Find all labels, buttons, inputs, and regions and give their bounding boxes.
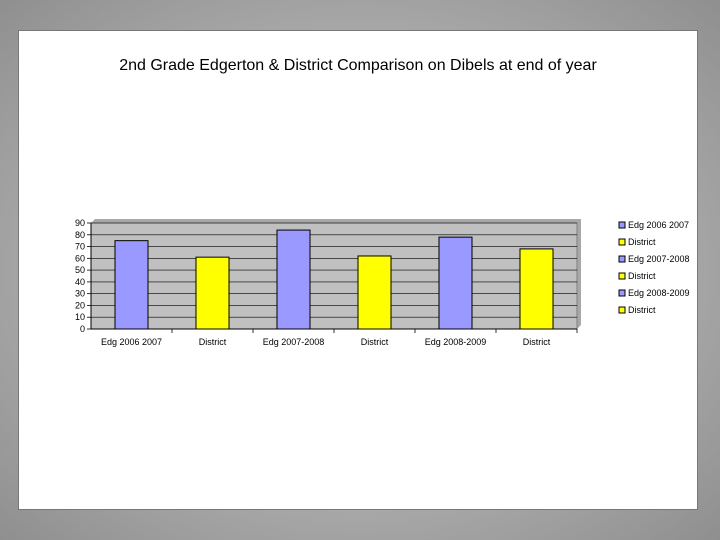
y-tick-label: 0 xyxy=(80,324,85,334)
x-tick-label: Edg 2007-2008 xyxy=(263,337,325,347)
bar xyxy=(195,256,230,330)
legend-swatch xyxy=(618,221,626,229)
y-tick-label: 80 xyxy=(75,230,85,240)
chart-title: 2nd Grade Edgerton & District Comparison… xyxy=(119,57,597,74)
legend-label: Edg 2008-2009 xyxy=(628,288,690,298)
y-tick-label: 10 xyxy=(75,312,85,322)
y-tick-label: 90 xyxy=(75,218,85,228)
legend-swatch xyxy=(618,238,626,246)
x-tick-label: District xyxy=(361,337,389,347)
y-tick-label: 20 xyxy=(75,300,85,310)
bar xyxy=(114,240,149,330)
slide: 2nd Grade Edgerton & District Comparison… xyxy=(18,30,698,510)
y-tick-label: 50 xyxy=(75,265,85,275)
bar xyxy=(438,236,473,330)
y-tick-label: 40 xyxy=(75,277,85,287)
plot-area xyxy=(90,222,578,330)
x-tick-label: District xyxy=(523,337,551,347)
legend-swatch xyxy=(618,306,626,314)
bar xyxy=(357,255,392,330)
legend-label: Edg 2006 2007 xyxy=(628,220,689,230)
legend-swatch xyxy=(618,289,626,297)
y-tick-label: 70 xyxy=(75,242,85,252)
legend-label: District xyxy=(628,271,656,281)
bar xyxy=(276,229,311,330)
x-tick-label: Edg 2008-2009 xyxy=(425,337,487,347)
x-tick-label: Edg 2006 2007 xyxy=(101,337,162,347)
y-tick-label: 60 xyxy=(75,253,85,263)
x-tick-label: District xyxy=(199,337,227,347)
legend-swatch xyxy=(618,255,626,263)
legend-label: Edg 2007-2008 xyxy=(628,254,690,264)
legend-label: District xyxy=(628,305,656,315)
legend-label: District xyxy=(628,237,656,247)
bar xyxy=(519,248,554,330)
y-tick-label: 30 xyxy=(75,289,85,299)
legend-swatch xyxy=(618,272,626,280)
